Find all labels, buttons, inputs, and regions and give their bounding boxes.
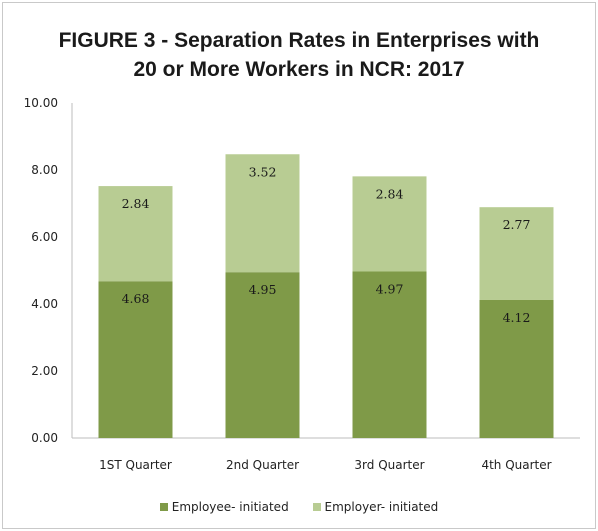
legend-item-employer: Employer- initiated [312,500,439,514]
data-label: 4.97 [376,282,404,297]
legend-label-employee: Employee- initiated [171,500,289,514]
data-label: 2.84 [122,196,150,211]
x-category-label: 4th Quarter [481,458,551,472]
data-label: 2.77 [503,217,531,232]
x-category-label: 3rd Quarter [354,458,424,472]
y-tick-label: 6.00 [31,230,58,244]
data-label: 4.95 [249,282,277,297]
chart-title: FIGURE 3 - Separation Rates in Enterpris… [0,26,598,84]
y-tick-label: 2.00 [31,364,58,378]
legend: Employee- initiated Employer- initiated [0,500,598,514]
bar-segment-employee [479,299,554,438]
chart-title-line-1: FIGURE 3 - Separation Rates in Enterpris… [58,29,540,52]
y-tick-label: 4.00 [31,297,58,311]
data-label: 2.84 [376,186,404,201]
data-label: 3.52 [249,164,277,179]
legend-swatch-employee [159,503,168,511]
x-category-label: 1ST Quarter [99,458,172,472]
bar-segment-employee [225,272,300,438]
bar-segment-employer [225,154,300,273]
bar-segment-employee [352,271,427,438]
legend-swatch-employer [312,503,321,511]
y-tick-label: 8.00 [31,163,58,177]
bar-segment-employee [98,281,173,438]
x-category-label: 2nd Quarter [226,458,299,472]
chart-title-line-2: 20 or More Workers in NCR: 2017 [133,58,465,81]
bar-segment-employer [479,207,554,300]
y-tick-label: 0.00 [31,431,58,445]
data-label: 4.12 [503,310,531,325]
legend-label-employer: Employer- initiated [324,500,439,514]
bar-segment-employer [352,176,427,272]
y-tick-label: 10.00 [24,96,58,110]
legend-item-employee: Employee- initiated [159,500,289,514]
data-label: 4.68 [122,291,150,306]
bar-segment-employer [98,186,173,282]
